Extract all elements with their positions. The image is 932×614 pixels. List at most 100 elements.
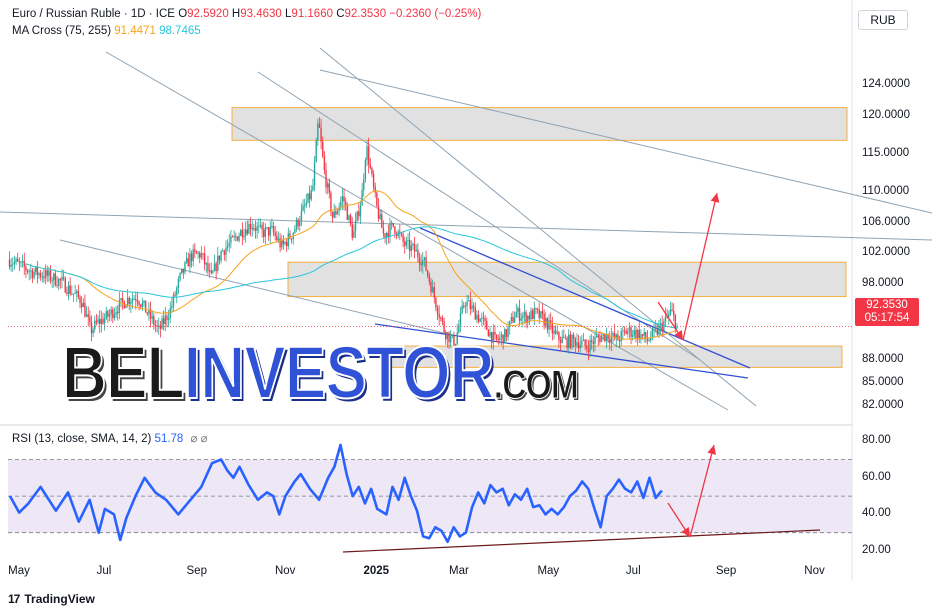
- ma-slow-line: [25, 226, 678, 329]
- candle-body: [80, 303, 83, 307]
- candle-body: [376, 192, 378, 206]
- arrow-down-rsi-head: [681, 526, 690, 537]
- rsi-tick-label: 80.00: [862, 434, 891, 447]
- candle-body: [228, 242, 230, 246]
- candle-body: [579, 344, 581, 349]
- open-key: O: [178, 8, 188, 20]
- candle-body: [89, 317, 91, 322]
- ma-legend[interactable]: MA Cross (75, 255) 91.4471 98.7465: [12, 25, 201, 37]
- candle-body: [215, 263, 217, 271]
- open-value: 92.5920: [187, 8, 229, 20]
- candle-body: [563, 336, 565, 339]
- candle-body: [389, 223, 391, 238]
- candle-body: [323, 156, 326, 171]
- candle-body: [305, 202, 308, 206]
- candle-body: [477, 314, 480, 322]
- candle-body: [185, 258, 188, 263]
- rsi-legend[interactable]: RSI (13, close, SMA, 14, 2) 51.78 ⌀ ⌀: [12, 431, 208, 445]
- candle-body: [182, 268, 185, 273]
- tv-brand: TradingView: [24, 592, 95, 606]
- candle-body: [159, 325, 162, 329]
- candle-body: [223, 250, 226, 255]
- candle-body: [51, 280, 53, 282]
- candle-body: [113, 314, 116, 319]
- candle-body: [384, 233, 386, 238]
- candle-body: [656, 328, 658, 335]
- candle-body: [422, 259, 424, 266]
- candle-body: [600, 336, 603, 342]
- candle-body: [469, 300, 472, 310]
- candle-body: [502, 334, 504, 344]
- rsi-line: [8, 443, 663, 544]
- candle-body: [605, 333, 608, 341]
- candle-body: [172, 294, 175, 306]
- candle-body: [430, 281, 432, 293]
- candle-body: [64, 278, 66, 293]
- candle-body: [499, 337, 501, 341]
- candle-body: [504, 329, 506, 344]
- candle-body: [568, 334, 570, 349]
- candle-body: [246, 229, 248, 234]
- price-tick-label: 82.0000: [862, 398, 904, 411]
- candle-body: [405, 240, 408, 246]
- candle-body: [266, 227, 268, 229]
- candle-body: [231, 236, 234, 238]
- candle-body: [630, 327, 632, 337]
- candle-body: [553, 330, 555, 334]
- candle-body: [290, 238, 293, 240]
- watermark-part3: .COM: [493, 363, 579, 407]
- candle-body: [312, 185, 314, 191]
- candle-body: [576, 342, 578, 346]
- candle-body: [149, 309, 152, 319]
- candle-body: [530, 310, 532, 320]
- candle-body: [138, 301, 140, 305]
- candle-body: [256, 226, 258, 231]
- price-tick-label: 110.0000: [862, 185, 910, 198]
- visibility-icons[interactable]: ⌀ ⌀: [190, 433, 208, 445]
- candle-body: [428, 275, 431, 282]
- candle-body: [18, 261, 21, 263]
- candle-body: [513, 317, 516, 323]
- candle-body: [569, 334, 572, 348]
- candle-body: [523, 312, 526, 316]
- candle-body: [604, 333, 606, 341]
- candle-body: [486, 320, 488, 330]
- candle-body: [509, 320, 511, 328]
- candle-body: [233, 236, 235, 238]
- candle-body: [299, 221, 301, 227]
- candle-body: [425, 257, 427, 271]
- candle-body: [28, 271, 30, 273]
- candle-body: [591, 340, 593, 343]
- candle-body: [354, 220, 357, 232]
- candle-body: [192, 249, 194, 262]
- candle-body: [205, 263, 207, 265]
- candle-body: [197, 252, 199, 254]
- candle-body: [658, 325, 660, 335]
- candle-body: [274, 232, 276, 236]
- candle-body: [238, 235, 240, 241]
- candle-body: [445, 332, 447, 340]
- candle-body: [623, 330, 626, 332]
- candle-body: [518, 307, 521, 321]
- candle-body: [102, 318, 104, 324]
- candle-body: [235, 236, 237, 238]
- candle-body: [49, 270, 52, 281]
- currency-button[interactable]: RUB: [858, 10, 908, 30]
- candle-body: [26, 270, 29, 272]
- candle-body: [30, 270, 32, 272]
- trendline-3: [59, 239, 453, 336]
- candle-body: [264, 227, 267, 237]
- candle-body: [166, 315, 168, 320]
- time-tick-label: Sep: [715, 565, 737, 577]
- candle-body: [148, 309, 150, 314]
- candle-body: [441, 317, 444, 322]
- tradingview-logo[interactable]: 17 TradingView: [8, 592, 95, 606]
- candle-body: [404, 241, 406, 246]
- change-value: −0.2360 (−0.25%): [389, 8, 482, 20]
- candle-body: [76, 290, 78, 294]
- candle-body: [492, 331, 494, 343]
- candle-body: [333, 211, 335, 218]
- last-price-value: 92.3530: [866, 299, 908, 311]
- candle-body: [638, 329, 640, 340]
